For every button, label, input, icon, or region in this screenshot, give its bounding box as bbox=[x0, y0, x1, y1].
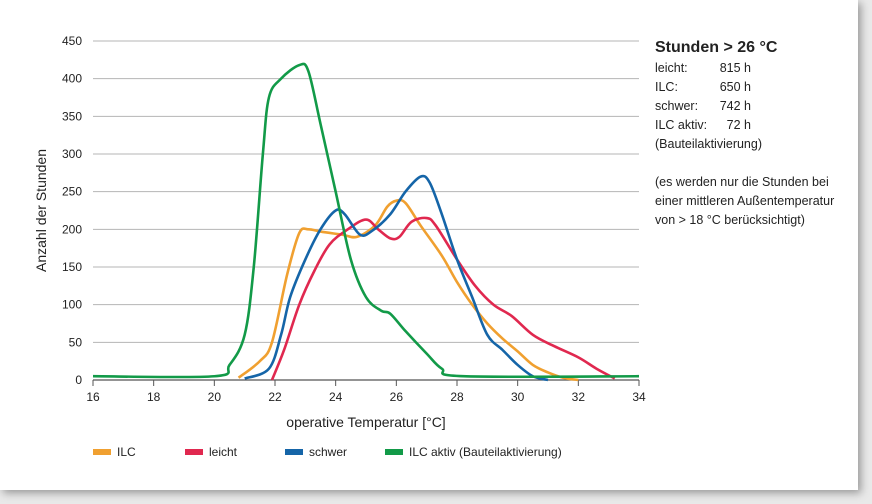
y-tick-label: 400 bbox=[62, 72, 82, 86]
x-tick-label: 34 bbox=[632, 390, 646, 404]
note-footnote: von > 18 °C berücksichtigt) bbox=[655, 213, 805, 227]
y-tick-label: 100 bbox=[62, 298, 82, 312]
legend-label: ILC bbox=[117, 445, 136, 459]
y-tick-label: 350 bbox=[62, 109, 82, 123]
x-tick-label: 16 bbox=[86, 390, 100, 404]
note-sub: (Bauteilaktivierung) bbox=[655, 137, 762, 151]
x-tick-label: 18 bbox=[147, 390, 161, 404]
note-label: leicht: bbox=[655, 61, 688, 75]
note-value: 815 h bbox=[719, 61, 751, 75]
note-row-schwer: schwer: 742 h bbox=[655, 97, 834, 116]
note-label: ILC aktiv: bbox=[655, 118, 708, 132]
note-label: ILC: bbox=[655, 80, 678, 94]
y-tick-label: 300 bbox=[62, 147, 82, 161]
y-tick-label: 50 bbox=[69, 335, 83, 349]
y-axis-label: Anzahl der Stunden bbox=[33, 149, 49, 272]
chart-card bbox=[0, 0, 858, 490]
note-label: schwer: bbox=[655, 99, 699, 113]
note-footnote: (es werden nur die Stunden bei bbox=[655, 175, 829, 189]
series-line-schwer bbox=[244, 174, 549, 382]
y-tick-label: 0 bbox=[75, 373, 82, 387]
x-tick-label: 24 bbox=[329, 390, 343, 404]
note-row-leicht: leicht: 815 h bbox=[655, 59, 834, 78]
legend-label: leicht bbox=[209, 445, 238, 459]
y-tick-label: 200 bbox=[62, 222, 82, 236]
x-tick-label: 28 bbox=[450, 390, 464, 404]
summary-note: Stunden > 26 °C leicht: 815 h ILC: 650 h s… bbox=[655, 37, 834, 230]
note-footnote: einer mittleren Außentemperatur bbox=[655, 194, 835, 208]
series-line-leicht bbox=[270, 216, 616, 381]
note-value: 742 h bbox=[719, 99, 751, 113]
y-tick-label: 250 bbox=[62, 185, 82, 199]
legend-label: ILC aktiv (Bauteilaktivierung) bbox=[409, 445, 562, 459]
note-row-ilc-aktiv: ILC aktiv: 72 h bbox=[655, 116, 834, 135]
x-tick-label: 22 bbox=[268, 390, 282, 404]
x-tick-label: 20 bbox=[208, 390, 222, 404]
note-title: Stunden > 26 °C bbox=[655, 39, 778, 56]
note-value: 650 h bbox=[719, 80, 751, 94]
legend-label: schwer bbox=[309, 445, 347, 459]
series-line-ilc bbox=[237, 198, 579, 382]
note-value: 72 h bbox=[726, 118, 751, 132]
x-tick-label: 26 bbox=[390, 390, 404, 404]
y-tick-label: 450 bbox=[62, 34, 82, 48]
x-tick-label: 32 bbox=[572, 390, 586, 404]
x-tick-label: 30 bbox=[511, 390, 525, 404]
note-row-ilc: ILC: 650 h bbox=[655, 78, 834, 97]
x-axis-label: operative Temperatur [°C] bbox=[286, 414, 445, 430]
series-line-ilc-aktiv bbox=[92, 62, 640, 379]
y-tick-label: 150 bbox=[62, 260, 82, 274]
